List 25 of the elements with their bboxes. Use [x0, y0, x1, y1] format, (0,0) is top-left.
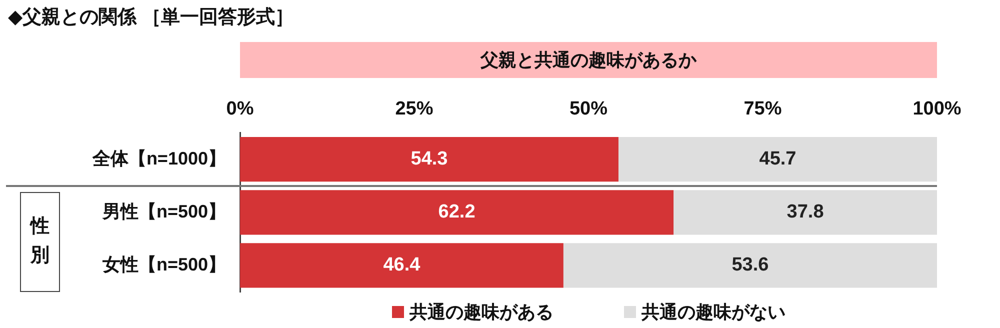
bar: [240, 137, 618, 182]
y-tick-label: 全体【n=1000】: [91, 148, 226, 168]
legend-label: 共通の趣味がない: [642, 301, 786, 324]
x-tick-label: 75%: [744, 98, 782, 120]
y-tick-label: 女性【n=500】: [101, 254, 226, 274]
legend-label: 共通の趣味がある: [410, 301, 554, 324]
data-label: 45.7: [759, 148, 796, 170]
data-label: 53.6: [732, 254, 769, 276]
x-tick-label: 50%: [569, 98, 608, 120]
y-tick-label: 男性【n=500】: [101, 201, 226, 222]
text: 性別: [30, 215, 50, 268]
bar: [563, 243, 937, 288]
bar: [240, 190, 674, 235]
bar: [240, 243, 564, 288]
chart-subtitle: 父親と共通の趣味があるか: [240, 42, 937, 78]
x-tick-label: 25%: [395, 98, 434, 120]
x-tick-label: 100%: [912, 98, 962, 120]
bar: [618, 137, 937, 182]
chart-title: ◆父親との関係 ［単一回答形式］: [8, 6, 294, 30]
bar: [674, 190, 937, 235]
data-label: 62.2: [438, 202, 476, 223]
x-tick-label: 0%: [226, 98, 254, 120]
data-label: 54.3: [410, 148, 448, 170]
data-label: 46.4: [383, 254, 421, 276]
data-label: 37.8: [786, 202, 824, 223]
